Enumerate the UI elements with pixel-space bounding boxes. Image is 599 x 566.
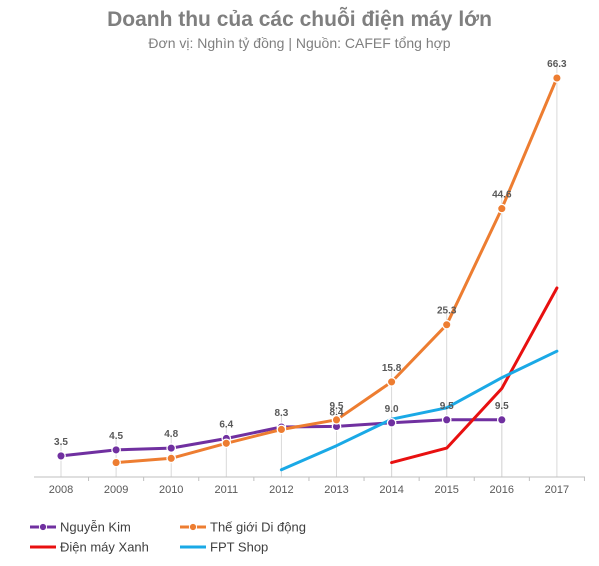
series-point (496, 414, 507, 425)
series-point (441, 319, 452, 330)
x-tick-label: 2012 (269, 484, 293, 496)
series-point (111, 445, 121, 455)
series-point (166, 453, 177, 464)
series-point (552, 73, 562, 83)
x-tick-label: 2008 (49, 484, 73, 496)
chart-subtitle: Đơn vị: Nghìn tỷ đồng | Nguồn: CAFEF tổn… (148, 35, 451, 51)
x-tick-label: 2009 (104, 484, 128, 496)
series-line (390, 286, 559, 465)
x-tick-label: 2017 (545, 484, 569, 496)
legend-marker (38, 522, 48, 532)
legend-marker (188, 522, 198, 532)
data-label: 44.6 (492, 190, 512, 201)
data-label: 25.3 (437, 306, 457, 317)
series-point (386, 377, 397, 387)
data-label: 8.4 (330, 407, 344, 418)
x-tick-label: 2011 (214, 484, 238, 496)
data-label: 15.8 (382, 363, 402, 374)
x-tick-label: 2016 (490, 484, 514, 496)
data-label: 9.5 (495, 401, 509, 412)
chart-title: Doanh thu của các chuỗi điện máy lớn (107, 8, 492, 31)
legend-label: Nguyễn Kim (60, 520, 131, 535)
data-label: 8.3 (274, 408, 288, 419)
series-point (496, 203, 507, 214)
legend-label: FPT Shop (210, 540, 268, 555)
x-tick-label: 2010 (159, 484, 183, 496)
series-point (56, 451, 66, 461)
series-point (111, 457, 121, 468)
legend-label: Thế giới Di động (210, 520, 306, 535)
data-label: 9.5 (440, 401, 454, 412)
series-point (276, 424, 287, 435)
data-label: 9.0 (385, 404, 399, 415)
x-tick-label: 2015 (434, 484, 458, 496)
data-label: 4.5 (109, 431, 123, 442)
series-point (331, 414, 342, 425)
data-label: 66.3 (547, 59, 567, 70)
data-label: 3.5 (54, 437, 68, 448)
data-label: 9.5 (330, 401, 344, 412)
series-line (279, 349, 559, 472)
series-point (441, 414, 452, 425)
x-tick-label: 2014 (379, 484, 403, 496)
series-point (166, 443, 177, 453)
legend-label: Điện máy Xanh (60, 540, 149, 555)
data-label: 6.4 (219, 419, 233, 430)
data-label: 4.8 (164, 429, 178, 440)
series-point (221, 438, 232, 449)
x-tick-label: 2013 (324, 484, 348, 496)
series-point (386, 417, 397, 428)
